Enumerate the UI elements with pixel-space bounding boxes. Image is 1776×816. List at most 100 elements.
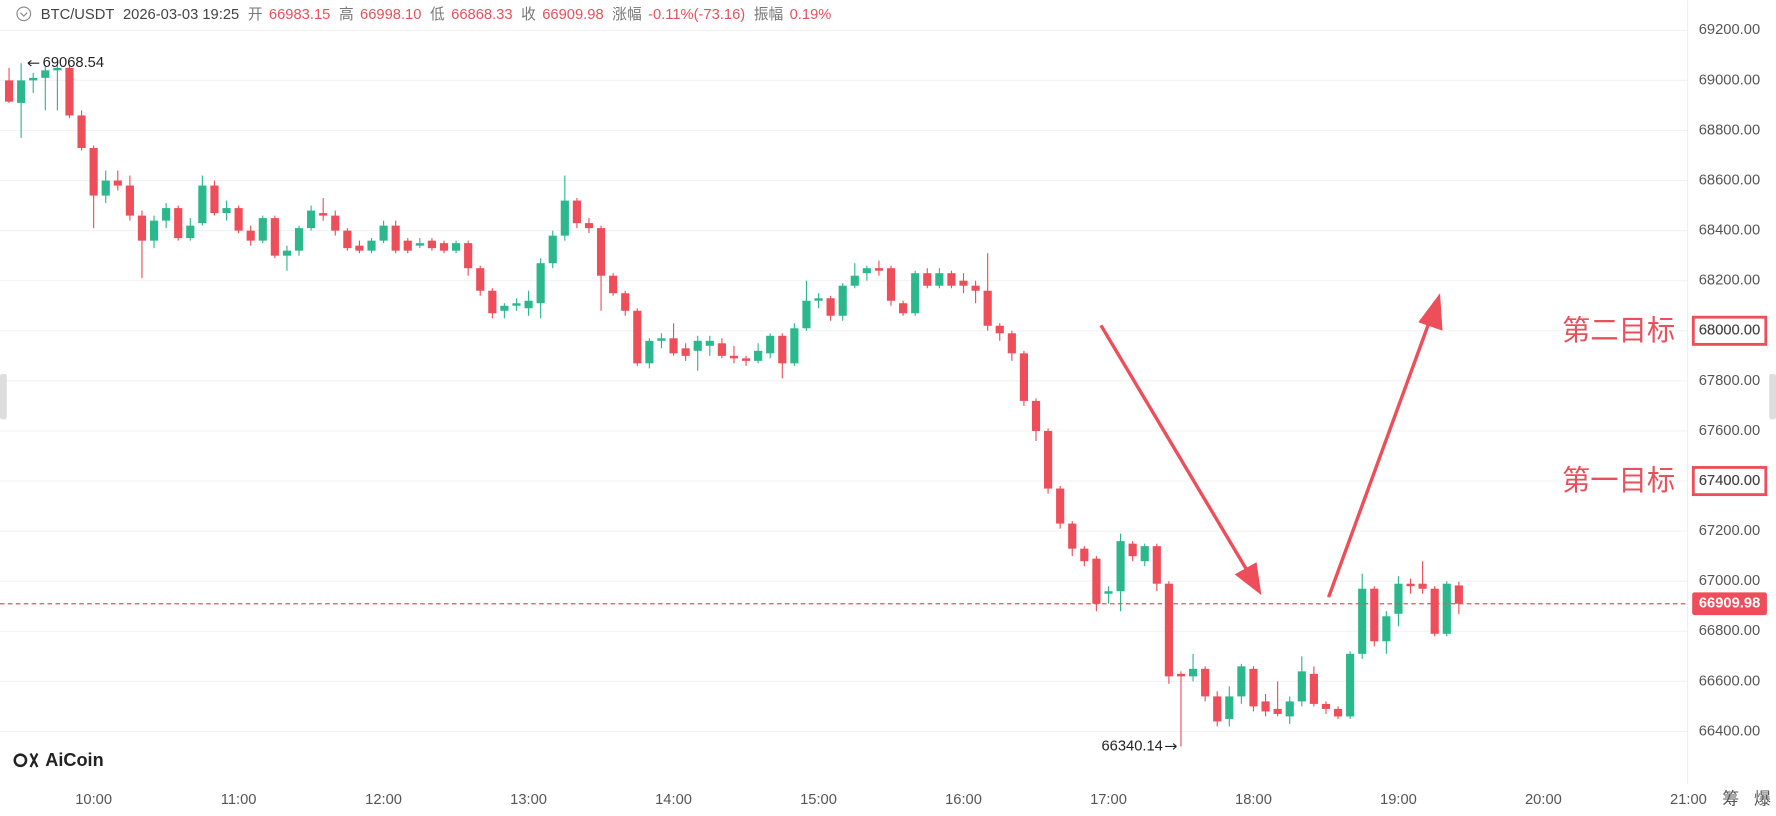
candle-body bbox=[1104, 591, 1113, 594]
candle-body bbox=[947, 273, 956, 286]
target-box bbox=[1691, 315, 1768, 346]
candle-body bbox=[1019, 353, 1028, 401]
candle-body bbox=[1188, 668, 1198, 677]
candle-body bbox=[886, 268, 896, 301]
x-tick-label: 11:00 bbox=[221, 792, 257, 808]
arrow-head bbox=[1234, 562, 1262, 596]
candle-body bbox=[995, 325, 1004, 334]
x-tick-label: 18:00 bbox=[1235, 792, 1272, 808]
candle-body bbox=[778, 335, 787, 364]
candle-body bbox=[814, 298, 823, 301]
candle-body bbox=[1442, 583, 1451, 634]
candle-body bbox=[379, 225, 388, 241]
candle-body bbox=[754, 350, 763, 361]
y-tick-label: 67200.00 bbox=[1699, 523, 1760, 539]
item-value: 66868.33 bbox=[451, 7, 512, 23]
candle-body bbox=[621, 293, 630, 311]
candle-body bbox=[1237, 666, 1246, 697]
item-value: 66983.15 bbox=[269, 7, 330, 23]
candle-body bbox=[234, 208, 243, 231]
candle-body bbox=[439, 243, 449, 251]
candle-body bbox=[741, 358, 751, 361]
high-label: 69068.54 bbox=[43, 55, 104, 71]
candle-body bbox=[270, 218, 279, 256]
candle-body bbox=[319, 213, 328, 216]
y-tick-label: 68800.00 bbox=[1699, 122, 1760, 138]
x-tick-label: 19:00 bbox=[1380, 792, 1417, 808]
y-tick-label: 66400.00 bbox=[1699, 723, 1760, 739]
candle-body bbox=[1007, 333, 1016, 354]
item-value: -0.11%(-73.16) bbox=[648, 7, 745, 23]
candle-body bbox=[923, 273, 932, 286]
candle-body bbox=[1068, 523, 1077, 549]
candle-body bbox=[657, 338, 666, 341]
watermark: AiCoin bbox=[45, 750, 103, 770]
candle-body bbox=[584, 223, 594, 229]
candle-body bbox=[729, 355, 739, 359]
candle-body bbox=[1418, 583, 1427, 589]
item-label: 高 bbox=[339, 6, 354, 23]
side-handle[interactable] bbox=[0, 374, 7, 420]
candle-body bbox=[596, 228, 606, 276]
candle-body bbox=[391, 225, 400, 251]
candle-body bbox=[1333, 708, 1343, 717]
x-tick-label: 13:00 bbox=[510, 792, 547, 808]
pointer-arrow bbox=[27, 59, 40, 67]
candle-body bbox=[1358, 588, 1367, 654]
candle-body bbox=[899, 303, 908, 314]
candle-body bbox=[705, 340, 714, 346]
candle-body bbox=[1044, 430, 1053, 489]
candle-body bbox=[294, 228, 304, 251]
up-arrow bbox=[1327, 317, 1433, 598]
candle-body bbox=[633, 310, 642, 364]
price-tag bbox=[1692, 592, 1767, 616]
y-tick-label: 69200.00 bbox=[1699, 22, 1760, 38]
candle-body bbox=[1261, 701, 1270, 712]
y-tick-label: 68400.00 bbox=[1699, 223, 1760, 239]
candle-body bbox=[1128, 543, 1137, 557]
candle-body bbox=[101, 180, 110, 196]
candle-body bbox=[681, 348, 690, 356]
candle-body bbox=[548, 235, 557, 264]
candle-body bbox=[17, 80, 26, 103]
candle-body bbox=[717, 343, 726, 356]
pointer-arrow bbox=[1165, 743, 1177, 750]
item-label: 开 bbox=[248, 7, 263, 23]
logo-mark bbox=[29, 752, 39, 768]
y-tick-label: 68000.00 bbox=[1699, 323, 1760, 339]
candle-body bbox=[452, 243, 461, 251]
symbol: BTC/USDT bbox=[41, 7, 115, 23]
candle-body bbox=[343, 230, 352, 249]
candle-body bbox=[1031, 400, 1041, 431]
item-label: 涨幅 bbox=[612, 6, 642, 23]
logo-mark bbox=[13, 753, 28, 768]
item-value: 66998.10 bbox=[360, 7, 421, 23]
low-label: 66340.14 bbox=[1101, 738, 1162, 754]
candle-body bbox=[77, 115, 86, 148]
toolbar-button[interactable]: 筹 bbox=[1722, 789, 1739, 808]
candle-body bbox=[149, 220, 159, 241]
collapse-icon[interactable] bbox=[16, 6, 32, 22]
side-handle[interactable] bbox=[1769, 374, 1776, 420]
candle-body bbox=[41, 70, 50, 78]
x-tick-label: 16:00 bbox=[945, 792, 982, 808]
candle-body bbox=[536, 263, 545, 304]
candle-body bbox=[1370, 588, 1379, 642]
candle-body bbox=[113, 180, 122, 186]
target-label: 67400.00 bbox=[1699, 473, 1760, 489]
target-name: 第二目标 bbox=[1562, 314, 1675, 347]
candle-body bbox=[1249, 668, 1258, 707]
y-tick-label: 66600.00 bbox=[1699, 673, 1760, 689]
toolbar-button[interactable]: 爆 bbox=[1754, 789, 1771, 808]
candle-body bbox=[1225, 696, 1234, 719]
collapse-chevron bbox=[19, 12, 28, 17]
candle-body bbox=[1297, 671, 1306, 702]
target-label: 68000.00 bbox=[1699, 323, 1760, 339]
candle-body bbox=[512, 303, 521, 306]
candle-body bbox=[1394, 583, 1403, 614]
candle-body bbox=[258, 218, 267, 241]
candle-body bbox=[186, 225, 195, 239]
candle-body bbox=[669, 338, 678, 354]
candle-body bbox=[415, 243, 424, 246]
